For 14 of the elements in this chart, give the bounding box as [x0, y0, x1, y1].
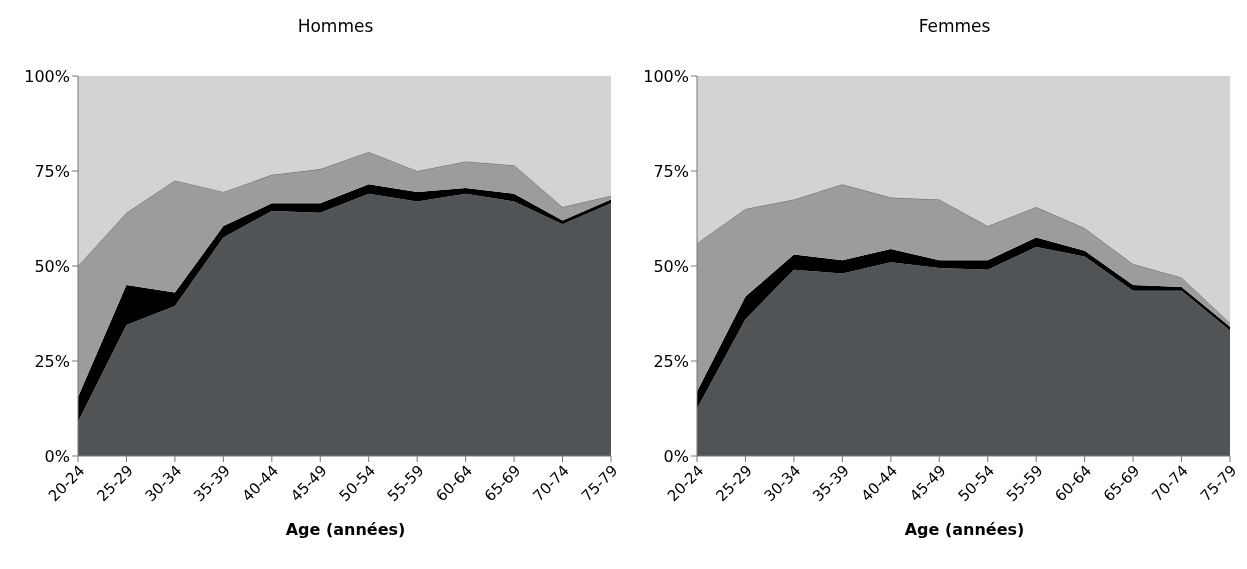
chart-title: Femmes — [917, 15, 992, 38]
x-axis-title: Age (années) — [903, 520, 1026, 539]
y-tick-label: 50% — [653, 256, 689, 276]
y-tick-label: 0% — [44, 446, 70, 466]
y-tick-label: 100% — [643, 66, 689, 86]
x-axis-title: Age (années) — [284, 520, 407, 539]
y-tick-label: 50% — [34, 256, 70, 276]
y-tick-label: 0% — [663, 446, 689, 466]
y-tick-label: 25% — [34, 351, 70, 371]
chart-title: Hommes — [296, 15, 375, 38]
y-tick-label: 75% — [34, 161, 70, 181]
y-tick-label: 100% — [24, 66, 70, 86]
y-tick-label: 25% — [653, 351, 689, 371]
y-tick-label: 75% — [653, 161, 689, 181]
